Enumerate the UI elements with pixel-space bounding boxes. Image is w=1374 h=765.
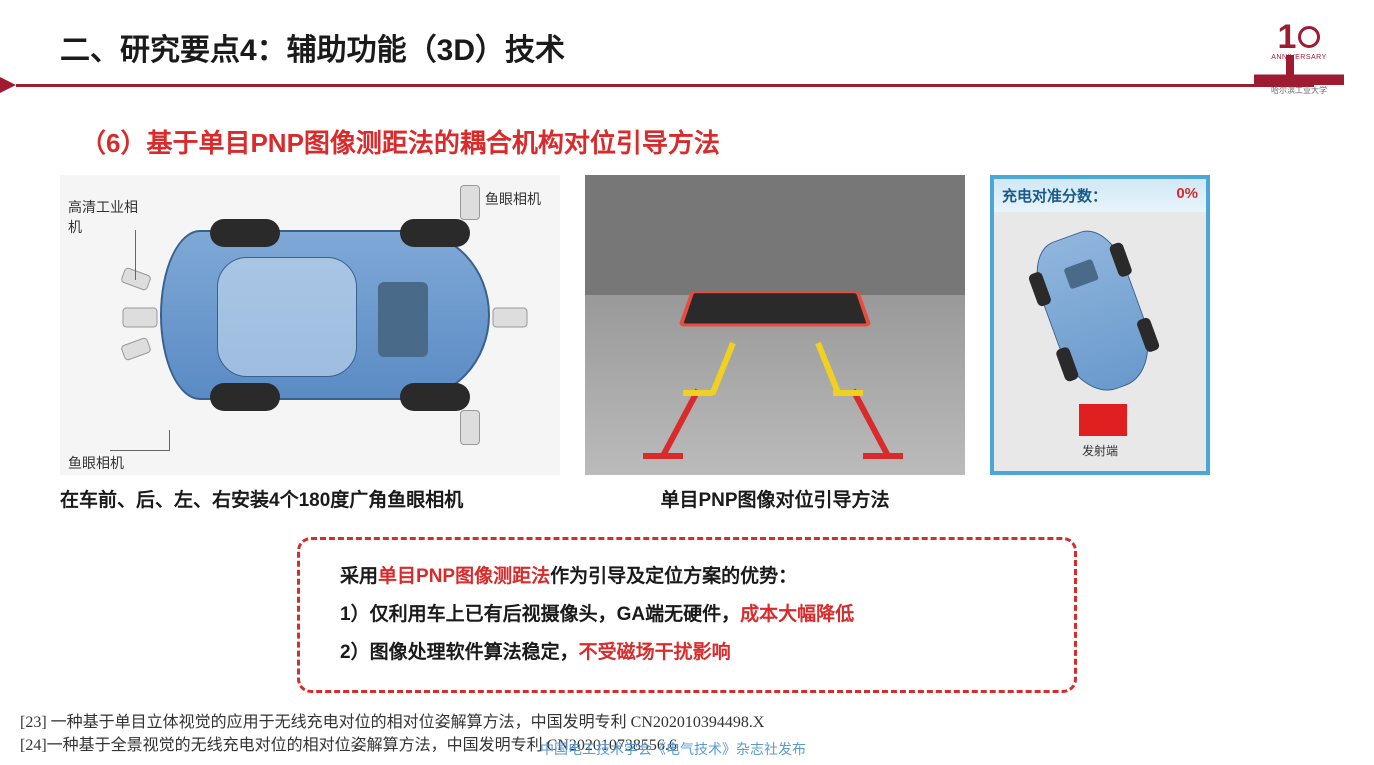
car-camera-diagram: 高清工业相机 鱼眼相机 鱼眼相机 [60, 175, 560, 475]
receiver-coil-icon [378, 282, 428, 357]
hd-camera-label: 高清工业相机 [68, 197, 138, 237]
wheel-icon [400, 383, 470, 411]
box-intro: 采用单目PNP图像测距法作为引导及定位方案的优势： [340, 558, 1034, 596]
emitter-label: 发射端 [994, 442, 1206, 459]
slide-title: 二、研究要点4：辅助功能（3D）技术 [60, 25, 1314, 69]
emitter-icon [1079, 404, 1127, 436]
fisheye-label: 鱼眼相机 [485, 189, 541, 209]
fisheye-label: 鱼眼相机 [68, 453, 124, 473]
figure-3-column: 充电对准分数： 0% 发射端 [990, 175, 1210, 475]
fisheye-camera-icon [460, 410, 480, 445]
building-silhouette-icon [1254, 59, 1344, 85]
university-logo: 1 ANNIVERSARY 哈尔滨工业大学 [1254, 20, 1344, 96]
guide-bar [833, 390, 863, 396]
wheel-icon [400, 219, 470, 247]
hd-camera-icon [120, 267, 152, 292]
hd-camera-icon [120, 337, 152, 362]
fisheye-camera-icon [123, 308, 158, 328]
fisheye-camera-icon [493, 308, 528, 328]
box-line-2: 2）图像处理软件算法稳定，不受磁场干扰影响 [340, 634, 1034, 672]
guide-bar [863, 453, 903, 459]
score-value: 0% [1176, 185, 1198, 206]
triangle-icon [0, 77, 16, 93]
box-line-1: 1）仅利用车上已有后视摄像头，GA端无硬件，成本大幅降低 [340, 596, 1034, 634]
gear-icon [1298, 26, 1320, 48]
score-header: 充电对准分数： 0% [994, 179, 1206, 212]
wheel-icon [210, 383, 280, 411]
figure-2-caption: 单目PNP图像对位引导方法 [585, 485, 965, 512]
reference-23: [23] 一种基于单目立体视觉的应用于无线充电对位的相对位姿解算方法，中国发明专… [20, 712, 764, 734]
camera-view-photo [585, 175, 965, 475]
figure-row: 高清工业相机 鱼眼相机 鱼眼相机 在车前、后、左、右安装4个180度广角鱼眼相机… [0, 175, 1374, 512]
charging-pad-icon [678, 291, 872, 327]
section-subtitle: （6）基于单目PNP图像测距法的耦合机构对位引导方法 [0, 103, 1374, 175]
fisheye-camera-icon [460, 185, 480, 220]
slide-header: 二、研究要点4：辅助功能（3D）技术 1 ANNIVERSARY 哈尔滨工业大学 [0, 0, 1374, 103]
advantages-box: 采用单目PNP图像测距法作为引导及定位方案的优势： 1）仅利用车上已有后视摄像头… [297, 537, 1077, 693]
wheel-icon [210, 219, 280, 247]
guide-bar [643, 453, 683, 459]
alignment-score-panel: 充电对准分数： 0% 发射端 [990, 175, 1210, 475]
title-underline [0, 77, 1314, 93]
watermark-text: 中国电工技术学会《电气技术》杂志社发布 [540, 739, 806, 759]
figure-1-caption: 在车前、后、左、右安装4个180度广角鱼眼相机 [60, 485, 560, 512]
guide-bar [683, 390, 713, 396]
mini-car-icon [1024, 221, 1163, 402]
figure-2-column: 单目PNP图像对位引导方法 [585, 175, 965, 512]
figure-1-column: 高清工业相机 鱼眼相机 鱼眼相机 在车前、后、左、右安装4个180度广角鱼眼相机 [60, 175, 560, 512]
car-body-shape [160, 230, 490, 400]
